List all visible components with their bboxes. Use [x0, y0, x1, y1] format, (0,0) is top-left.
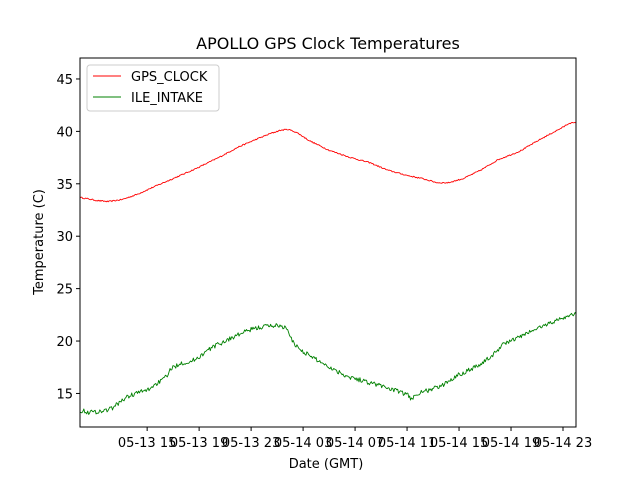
legend-label-ile-intake: ILE_INTAKE — [131, 91, 203, 106]
x-tick-label: 05-13 19 — [170, 436, 228, 451]
x-axis-label: Date (GMT) — [289, 457, 364, 472]
series-line-gps-clock — [80, 121, 576, 203]
plot-frame — [79, 57, 577, 428]
x-tick-label: 05-14 15 — [430, 436, 488, 451]
legend: GPS_CLOCK ILE_INTAKE — [86, 64, 220, 112]
x-tick-label: 05-13 15 — [118, 436, 176, 451]
x-tick-label: 05-14 11 — [378, 436, 436, 451]
series-line-ile-intake — [80, 312, 576, 415]
chart-title: APOLLO GPS Clock Temperatures — [196, 34, 460, 53]
x-tick-label: 05-14 07 — [326, 436, 384, 451]
y-tick-label: 25 — [56, 283, 73, 298]
y-tick-label: 30 — [56, 230, 73, 245]
x-tick-label: 05-14 19 — [482, 436, 540, 451]
y-tick-label: 35 — [56, 178, 73, 193]
y-tick-label: 40 — [56, 125, 73, 140]
y-tick-label: 45 — [56, 73, 73, 88]
y-tick-label: 20 — [56, 335, 73, 350]
x-tick-label: 05-14 23 — [534, 436, 592, 451]
y-axis-label: Temperature (C) — [32, 189, 47, 296]
x-tick-label: 05-14 03 — [274, 436, 332, 451]
y-tick-label: 15 — [56, 387, 73, 402]
legend-label-gps-clock: GPS_CLOCK — [131, 70, 208, 85]
x-tick-label: 05-13 23 — [222, 436, 280, 451]
